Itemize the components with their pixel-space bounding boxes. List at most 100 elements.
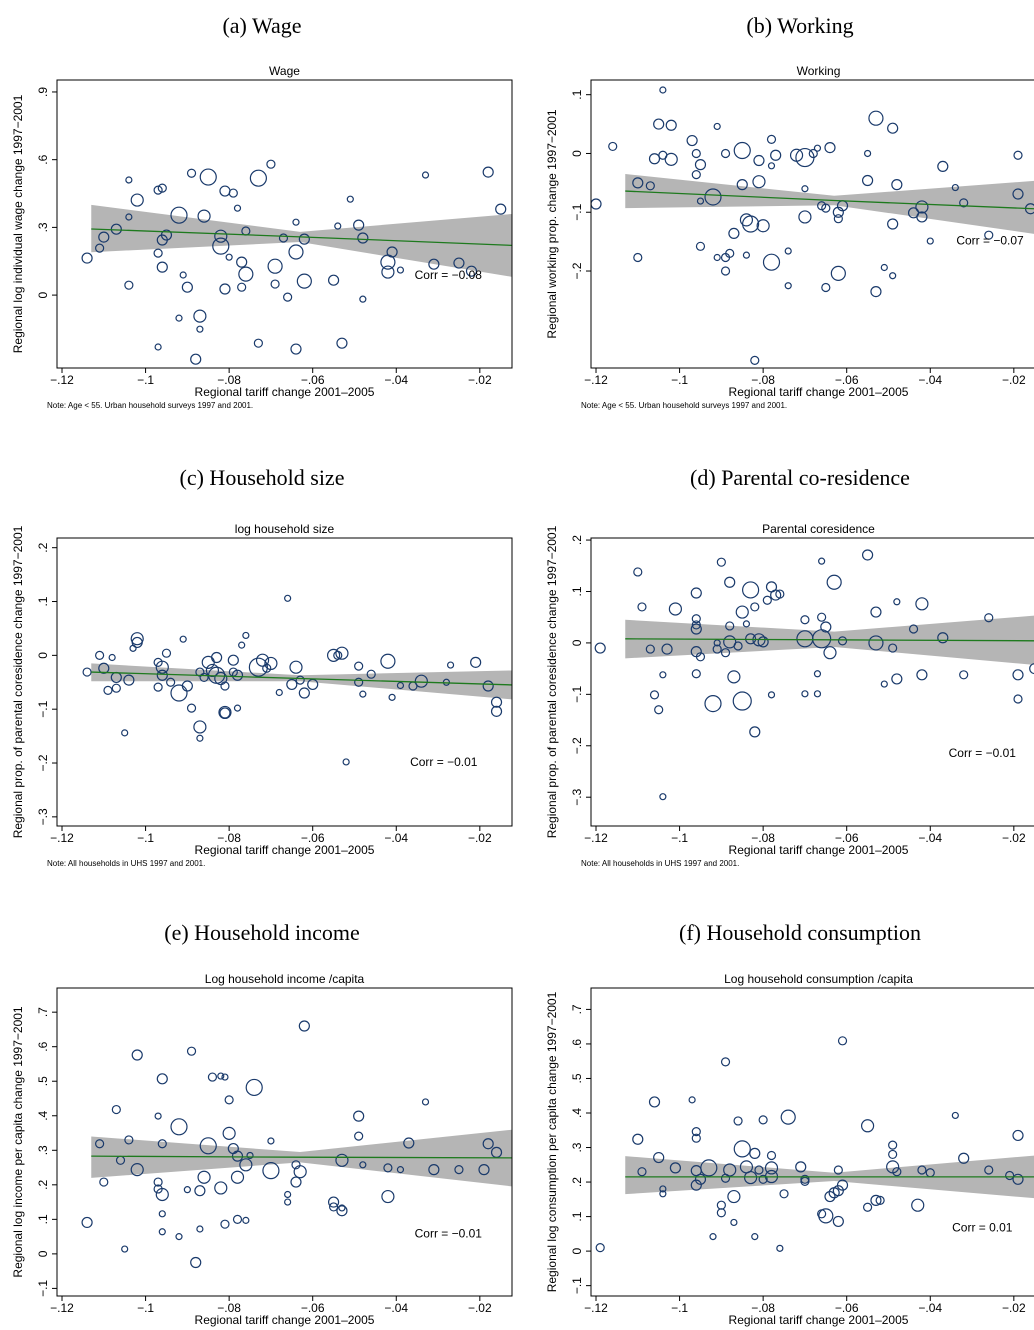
data-point — [478, 1164, 490, 1176]
fit-line — [625, 638, 1034, 642]
data-point — [754, 1165, 764, 1175]
data-point — [633, 567, 643, 577]
plot-frame — [590, 79, 1034, 369]
x-axis-label: Regional tariff change 2001–2005 — [195, 843, 375, 857]
data-point — [770, 149, 782, 161]
data-point — [190, 353, 202, 365]
y-tick-label: .1 — [36, 1214, 50, 1224]
data-point — [233, 704, 242, 712]
note: Note: Age < 55. Urban household surveys … — [47, 401, 253, 410]
data-point — [130, 193, 144, 207]
data-point — [354, 677, 364, 687]
data-point — [403, 1137, 415, 1149]
data-point — [1005, 1170, 1015, 1181]
data-point — [821, 282, 831, 293]
data-point — [490, 705, 503, 717]
data-point — [155, 1187, 169, 1202]
data-point — [880, 263, 888, 272]
data-point — [292, 218, 300, 226]
data-point — [645, 644, 655, 654]
x-tick-label: −.04 — [384, 373, 408, 387]
data-point — [421, 171, 430, 179]
note: Note: All households in UHS 1997 and 200… — [581, 859, 739, 868]
data-point — [645, 181, 655, 191]
data-point — [926, 237, 934, 245]
data-point — [190, 1256, 202, 1269]
y-tick-label: −.3 — [36, 808, 50, 825]
data-point — [130, 1163, 144, 1177]
panel-caption: (c) Household size — [180, 465, 345, 490]
x-tick-label: −.08 — [751, 373, 775, 387]
y-tick-label: 0 — [36, 291, 50, 298]
x-tick-label: −.08 — [217, 1301, 241, 1315]
data-point — [353, 1110, 365, 1122]
data-point — [157, 183, 167, 193]
y-tick-label: 0 — [570, 639, 584, 646]
data-point — [690, 587, 702, 599]
annotation: Corr = −0.01 — [415, 1227, 483, 1241]
data-point — [255, 653, 270, 667]
data-point — [354, 661, 364, 671]
data-point — [335, 1153, 349, 1167]
data-point — [288, 244, 304, 260]
data-point — [742, 215, 760, 233]
data-point — [193, 309, 207, 323]
data-point — [231, 669, 244, 681]
data-point — [756, 219, 770, 233]
data-point — [723, 635, 737, 649]
y-tick-label: .2 — [570, 535, 584, 545]
data-point — [170, 684, 188, 702]
data-point — [784, 247, 792, 255]
data-point — [154, 343, 162, 351]
data-point — [465, 265, 478, 277]
data-point — [359, 690, 367, 698]
plot-frame — [590, 537, 1034, 827]
data-point — [108, 653, 116, 662]
data-point — [217, 1072, 225, 1080]
x-tick-label: −.02 — [1002, 373, 1026, 387]
plot-frame — [56, 987, 513, 1297]
panel-caption: (a) Wage — [222, 13, 301, 38]
data-point — [381, 265, 395, 279]
data-point — [720, 648, 731, 658]
data-point — [716, 1208, 726, 1218]
data-point — [153, 682, 163, 692]
y-tick-label: .1 — [570, 586, 584, 596]
data-point — [742, 251, 751, 259]
data-point — [863, 149, 872, 158]
data-point — [889, 272, 897, 280]
data-point — [695, 652, 706, 662]
chart-title: Wage — [269, 64, 300, 78]
x-tick-label: −.02 — [1002, 831, 1026, 845]
data-point — [766, 1150, 777, 1161]
y-tick-label: .3 — [570, 1142, 584, 1152]
data-point — [750, 602, 760, 612]
data-point — [121, 1245, 129, 1253]
plot-frame — [56, 537, 513, 827]
data-point — [199, 1137, 217, 1155]
data-point — [653, 1151, 665, 1164]
data-point — [186, 168, 197, 178]
y-tick-label: 0 — [570, 150, 584, 157]
x-tick-label: −.12 — [584, 1301, 608, 1315]
y-tick-label: .1 — [36, 596, 50, 606]
data-point — [659, 671, 667, 679]
plot-area — [594, 549, 1034, 801]
data-point — [758, 1115, 768, 1125]
data-point — [887, 218, 899, 230]
x-tick-label: −.12 — [50, 1301, 74, 1315]
data-point — [219, 707, 231, 719]
data-point — [1013, 694, 1023, 704]
x-tick-label: −.04 — [918, 831, 942, 845]
data-point — [249, 169, 267, 187]
data-point — [414, 674, 428, 688]
data-point — [222, 1126, 236, 1140]
y-tick-label: −.1 — [36, 1280, 50, 1297]
x-tick-label: −.06 — [835, 831, 859, 845]
data-point — [654, 705, 664, 715]
data-point — [801, 185, 809, 193]
data-point — [766, 134, 777, 144]
plot-frame — [56, 79, 513, 369]
data-point — [245, 1078, 263, 1097]
data-point — [833, 214, 843, 224]
